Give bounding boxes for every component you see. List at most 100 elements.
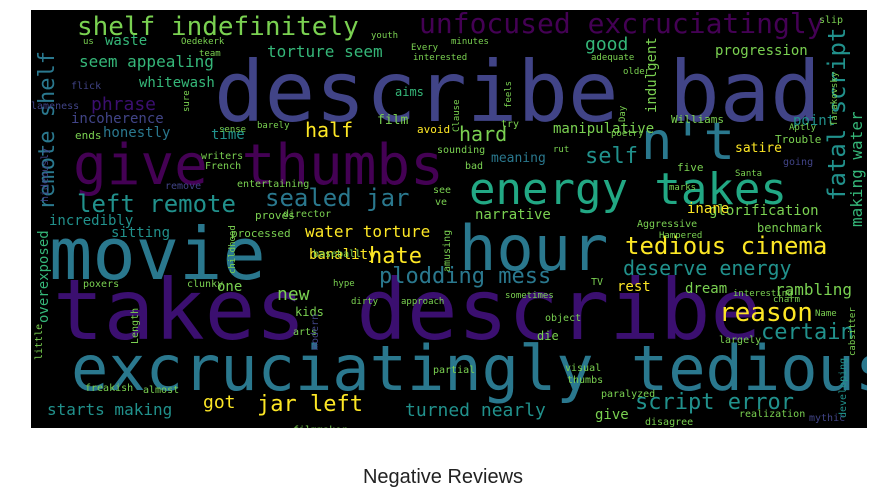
cloud-word: amusing [442, 229, 453, 272]
cloud-word: Aggressive [637, 219, 698, 230]
cloud-word: Tarakovsky [830, 71, 840, 126]
cloud-word: time [211, 127, 245, 143]
cloud-word: realization [739, 409, 806, 420]
cloud-word: sometimes [505, 291, 554, 301]
cloud-word: developing [838, 357, 849, 418]
cloud-word: director [283, 209, 332, 220]
cloud-word: approach [401, 297, 445, 307]
cloud-word: film [377, 113, 409, 128]
cloud-word: torture seem [267, 42, 383, 61]
cloud-word: starts making [47, 400, 173, 419]
cloud-word: Every [411, 43, 439, 53]
cloud-word: aims [395, 85, 424, 99]
cloud-word: hour [459, 212, 609, 285]
cloud-word: half [305, 118, 354, 142]
cloud-word: adequate [591, 53, 635, 63]
cloud-word: try [501, 119, 520, 130]
cloud-word: hard [459, 122, 508, 146]
cloud-word: visual [565, 363, 602, 374]
cloud-word: making water [847, 111, 866, 228]
cloud-word: paralyzed [601, 389, 656, 400]
cloud-word: proves [255, 209, 295, 222]
cloud-word: Williams [671, 113, 724, 126]
cloud-word: new [277, 284, 310, 305]
cloud-word: Aptly [789, 123, 817, 133]
cloud-word: minutes [451, 37, 489, 47]
cloud-word: hype [333, 279, 355, 289]
cloud-word: meaning [491, 151, 546, 166]
cloud-word: youth [371, 31, 399, 41]
cloud-word: dream [685, 281, 728, 297]
cloud-word: movie [49, 212, 266, 296]
cloud-word: see [433, 185, 452, 196]
cloud-word: poetry [611, 129, 644, 139]
cloud-word: waste [105, 33, 148, 49]
cloud-word: give [595, 407, 629, 423]
cloud-word: excruciatingly tedious [71, 332, 867, 405]
cloud-word: Name [815, 309, 837, 319]
cloud-word: ends [75, 129, 102, 142]
cloud-word: left remote [77, 190, 236, 218]
cloud-word: unfocused excruciatingly [419, 10, 824, 40]
cloud-word: banality [309, 247, 377, 263]
cloud-word: cabsitter [848, 307, 858, 356]
cloud-word: interesting [733, 289, 793, 299]
cloud-word: Santa [735, 169, 763, 179]
cloud-word: phrase [91, 94, 157, 115]
cloud-word: processed [231, 227, 291, 240]
cloud-word: sealed jar [265, 184, 410, 212]
cloud-word: reason [719, 298, 813, 328]
cloud-word: point [793, 113, 836, 129]
cloud-word: tedious cinema [625, 232, 828, 260]
cloud-word: clunky [187, 279, 224, 290]
cloud-word: TV [591, 277, 604, 288]
cloud-word: sense [219, 125, 247, 135]
cloud-word: rest [617, 279, 651, 295]
cloud-word: give thumbs [73, 133, 444, 198]
cloud-word: freakish [85, 383, 134, 394]
cloud-word: sitting [111, 225, 171, 241]
cloud-word: self [585, 144, 638, 169]
cloud-word: poxers [83, 279, 120, 290]
cloud-word: feels [504, 80, 514, 108]
cloud-word: honestly [103, 125, 171, 141]
cloud-word: water torture [305, 222, 431, 241]
cloud-word: Trouble [775, 133, 822, 146]
cloud-word: arts [293, 327, 318, 338]
cloud-word: entertaining [237, 179, 310, 190]
cloud-word: dirty [351, 297, 379, 307]
cloud-word: incredibly [49, 213, 134, 229]
cloud-word: slip [819, 15, 844, 26]
cloud-word: good [585, 34, 629, 55]
cloud-word: almost [143, 385, 180, 396]
cloud-word: sure [182, 90, 192, 112]
cloud-word: filmmaker [293, 426, 347, 429]
cloud-word: charm [773, 295, 801, 305]
cloud-word: energy takes [469, 164, 787, 215]
cloud-word: avoid [417, 123, 451, 136]
cloud-word: five [677, 161, 704, 174]
cloud-word: progression [715, 43, 808, 59]
cloud-word: describe bad [214, 43, 821, 141]
cloud-word: French [205, 161, 242, 172]
cloud-word: largely [719, 335, 762, 346]
cloud-word: hate [369, 244, 422, 269]
cloud-word: benchmark [757, 221, 823, 235]
cloud-word: little [34, 323, 45, 360]
cloud-word: die [537, 329, 559, 343]
cloud-word: mythic [809, 413, 846, 424]
cloud-word: takes describe [53, 261, 762, 359]
cloud-word: marks [669, 183, 697, 193]
cloud-word: Day [618, 105, 628, 122]
cloud-word: satire [735, 141, 782, 156]
cloud-word: seem appealing [79, 52, 214, 71]
cloud-word: jar left [257, 392, 363, 417]
cloud-word: baseball [313, 249, 362, 260]
cloud-word: whitewash [139, 75, 215, 91]
cloud-word: incoherence [71, 111, 164, 127]
cloud-word: Length [130, 307, 141, 344]
cloud-word: rambling [775, 280, 853, 299]
cloud-word: narrative [475, 207, 551, 223]
cloud-word: Clause [452, 99, 462, 132]
cloud-word: childhood [228, 225, 238, 274]
